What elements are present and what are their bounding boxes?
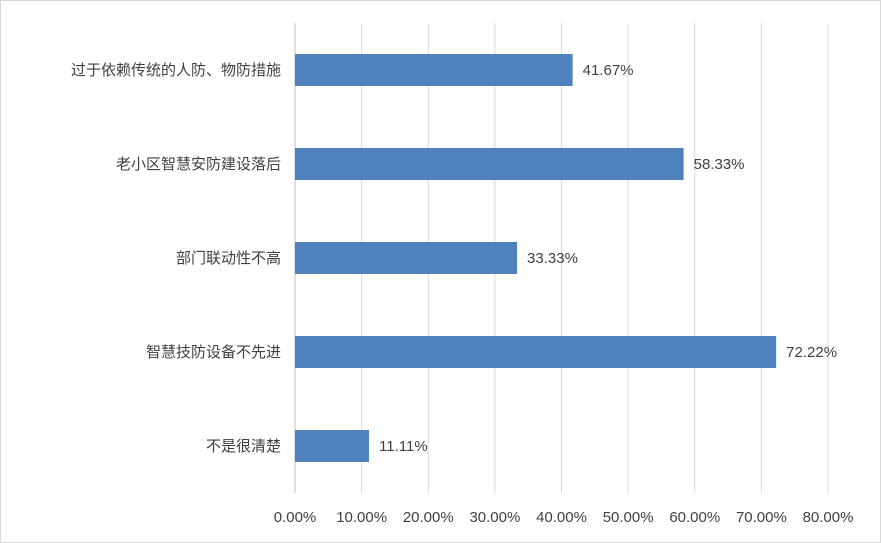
x-tick-label: 80.00% bbox=[803, 509, 854, 526]
y-tick-label: 老小区智慧安防建设落后 bbox=[116, 155, 281, 173]
bar bbox=[295, 148, 684, 180]
value-label: 11.11% bbox=[379, 438, 428, 455]
y-tick-label: 过于依赖传统的人防、物防措施 bbox=[71, 62, 281, 79]
bar bbox=[295, 430, 370, 462]
x-tick-label: 60.00% bbox=[669, 509, 720, 526]
y-tick-label: 不是很清楚 bbox=[206, 438, 281, 455]
x-tick-label: 40.00% bbox=[536, 509, 587, 526]
bar bbox=[295, 242, 518, 274]
value-label: 33.33% bbox=[527, 250, 578, 267]
x-tick-label: 70.00% bbox=[736, 509, 787, 526]
x-tick-label: 20.00% bbox=[403, 509, 454, 526]
y-tick-label: 智慧技防设备不先进 bbox=[146, 343, 281, 361]
x-tick-label: 10.00% bbox=[336, 509, 387, 526]
x-tick-label: 30.00% bbox=[469, 509, 520, 526]
bar bbox=[295, 54, 573, 86]
bar bbox=[295, 336, 777, 368]
value-label: 58.33% bbox=[694, 156, 745, 173]
value-label: 72.22% bbox=[786, 344, 837, 361]
x-tick-label: 0.00% bbox=[274, 509, 317, 526]
value-label: 41.67% bbox=[583, 62, 634, 79]
x-tick-label: 50.00% bbox=[603, 509, 654, 526]
y-tick-label: 部门联动性不高 bbox=[176, 250, 281, 267]
